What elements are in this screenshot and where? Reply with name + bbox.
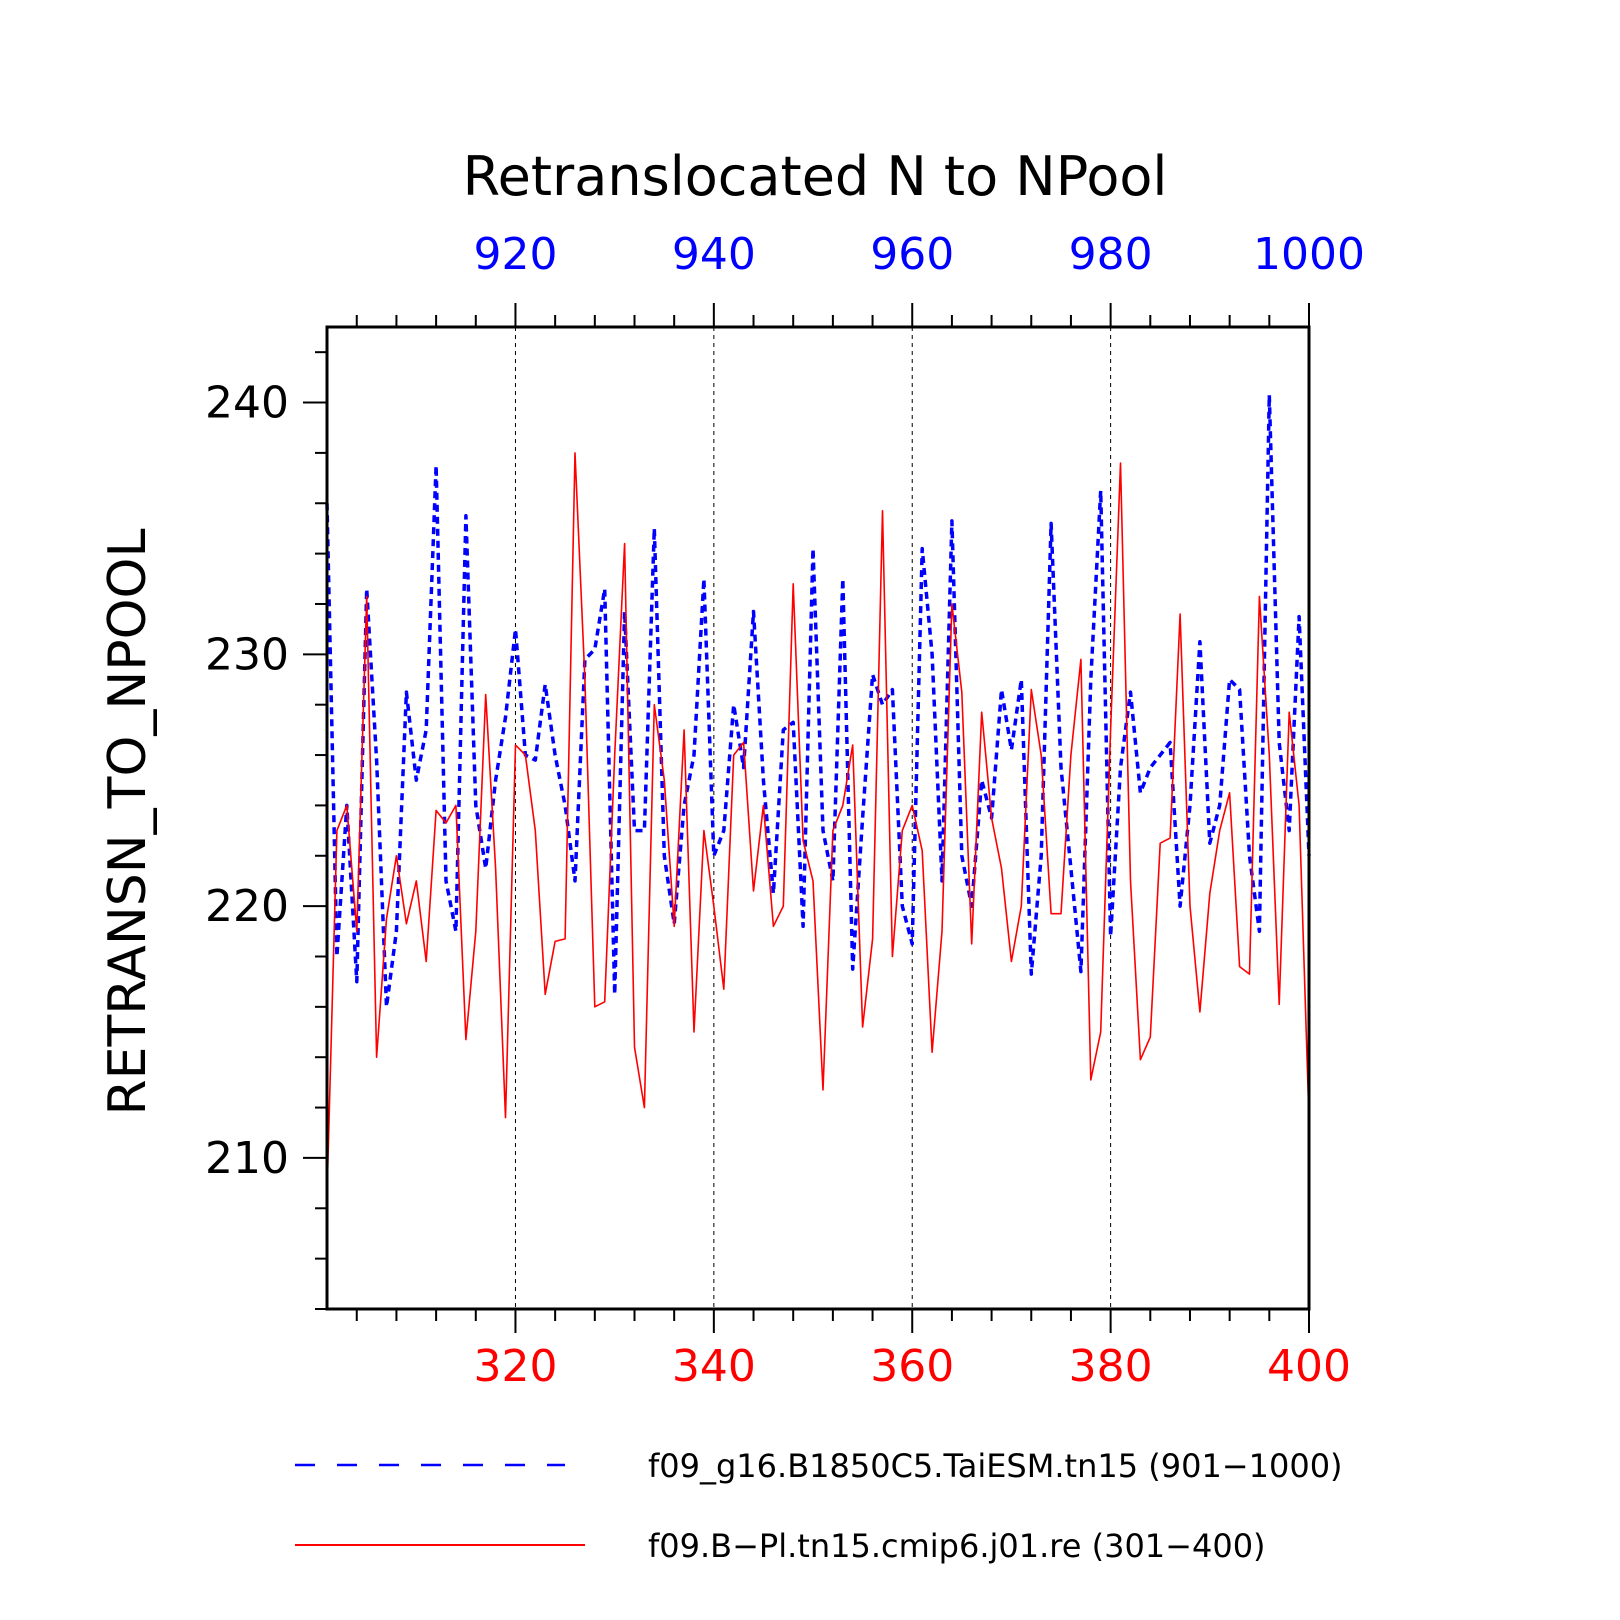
plot-frame	[325, 325, 1311, 1311]
grid-lines	[514, 327, 1112, 1309]
top-tick-label: 960	[870, 229, 954, 280]
bottom-tick-label: 380	[1069, 1341, 1153, 1392]
y-tick-label: 240	[205, 378, 289, 429]
legend-label-2: f09.B−Pl.tn15.cmip6.j01.re (301−400)	[648, 1527, 1266, 1565]
top-tick-label: 940	[672, 229, 756, 280]
legend: f09_g16.B1850C5.TaiESM.tn15 (901−1000) f0…	[295, 1447, 1343, 1565]
bottom-tick-label: 340	[672, 1341, 756, 1392]
series-line-1	[325, 393, 1311, 1009]
axes-layer: 210 220 230 240 320 340 360 380 400 920 940 960 980 1…	[205, 229, 1365, 1392]
series-line-2	[326, 452, 1310, 1196]
y-axis-label: RETRANSN_TO_NPOOL	[98, 529, 158, 1116]
top-tick-label: 920	[473, 229, 557, 280]
y-tick-label: 210	[205, 1133, 289, 1184]
top-tick-label: 980	[1069, 229, 1153, 280]
top-tick-label: 1000	[1253, 229, 1365, 280]
chart-title: Retranslocated N to NPool	[463, 145, 1168, 208]
bottom-tick-label: 320	[473, 1341, 557, 1392]
bottom-tick-label: 400	[1267, 1341, 1351, 1392]
bottom-tick-label: 360	[870, 1341, 954, 1392]
legend-label-1: f09_g16.B1850C5.TaiESM.tn15 (901−1000)	[648, 1447, 1343, 1485]
series-layer	[325, 393, 1311, 1196]
y-tick-label: 230	[205, 629, 289, 680]
y-tick-label: 220	[205, 881, 289, 932]
